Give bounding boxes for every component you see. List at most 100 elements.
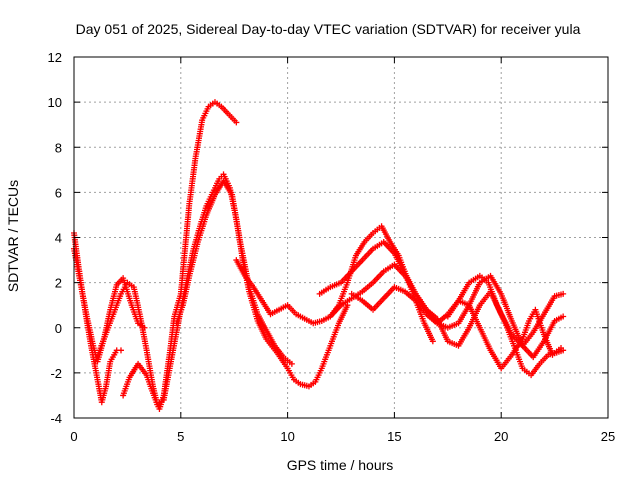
data-track-markers [251, 286, 264, 302]
data-series [71, 229, 124, 406]
data-track-markers [414, 299, 428, 316]
data-track-markers [313, 367, 324, 383]
data-track-markers [328, 322, 341, 347]
data-track-markers [299, 381, 310, 389]
data-track-markers [131, 286, 143, 318]
data-track-markers [425, 308, 439, 321]
data-track-markers [207, 100, 216, 109]
data-track-markers [136, 362, 149, 377]
data-track-markers [255, 320, 269, 340]
y-tick-label: 10 [48, 95, 62, 110]
data-track-markers [273, 344, 285, 359]
data-track-markers [435, 312, 449, 325]
data-point [117, 347, 124, 354]
data-track-markers [555, 348, 564, 355]
data-track-markers [403, 274, 418, 295]
data-track-markers [221, 180, 234, 196]
data-track-markers [93, 338, 106, 363]
data-track-markers [422, 322, 435, 343]
data-track-markers [107, 284, 120, 311]
y-tick-label: 4 [55, 231, 62, 246]
data-track-markers [119, 281, 130, 295]
data-track-markers [457, 298, 470, 308]
data-track-markers [186, 241, 201, 277]
data-track-markers [479, 274, 490, 284]
data-track-markers [77, 281, 90, 318]
data-track-markers [339, 270, 354, 284]
data-track-markers [372, 224, 383, 235]
data-track-markers [293, 378, 302, 386]
data-track-markers [521, 331, 535, 347]
data-track-markers [286, 304, 298, 316]
data-track-markers [110, 293, 124, 318]
data-track-markers [174, 304, 186, 324]
data-track-markers [511, 345, 525, 370]
data-track-markers [126, 281, 135, 289]
data-track-markers [521, 367, 532, 377]
data-track-markers [178, 248, 188, 295]
data-track-markers [319, 345, 333, 370]
chart-title: Day 051 of 2025, Sidereal Day-to-day VTE… [76, 21, 581, 37]
data-track-markers [275, 351, 290, 370]
y-tick-label: 2 [55, 276, 62, 291]
data-series [444, 272, 567, 379]
data-track-markers [538, 353, 550, 365]
data-track-markers [108, 349, 119, 363]
data-series [327, 261, 567, 349]
data-track-markers [308, 380, 317, 388]
data-track-markers [499, 293, 515, 322]
x-tick-label: 10 [280, 429, 294, 444]
x-tick-label: 15 [387, 429, 401, 444]
data-track-markers [354, 240, 367, 257]
data-track-markers [144, 374, 156, 394]
x-tick-label: 5 [177, 429, 184, 444]
data-track-markers [229, 193, 244, 245]
data-track-markers [115, 276, 125, 287]
data-track-markers [446, 299, 461, 318]
data-track-markers [350, 292, 364, 303]
data-track-markers [340, 296, 353, 307]
data-track-markers [350, 258, 364, 273]
data-track-markers [392, 263, 407, 278]
data-series [120, 171, 351, 408]
data-track-markers [520, 320, 532, 340]
data-track-markers [456, 326, 471, 347]
data-track-markers [182, 202, 193, 250]
data-track-markers [553, 314, 564, 323]
data-track-markers [278, 303, 289, 312]
data-track-markers [446, 321, 460, 330]
data-track-markers [264, 329, 277, 347]
data-track-markers [371, 270, 386, 284]
data-track-markers [361, 299, 375, 312]
data-track-markers [425, 312, 439, 325]
data-track-markers [285, 367, 296, 381]
data-track-markers [120, 376, 132, 397]
data-track-markers [312, 318, 323, 326]
x-axis-label: GPS time / hours [287, 457, 394, 473]
data-track-markers [320, 314, 332, 323]
data-track-markers [477, 326, 493, 352]
data-track-markers [92, 367, 103, 392]
y-tick-label: 0 [55, 321, 62, 336]
data-track-markers [193, 119, 205, 157]
data-track-markers [547, 350, 558, 358]
data-track-markers [553, 291, 564, 299]
data-track-markers [295, 312, 306, 321]
data-track-markers [382, 240, 396, 255]
data-track-markers [186, 155, 199, 205]
data-track-markers [210, 178, 222, 194]
data-track-markers [363, 231, 375, 244]
tick-layer: 0 5 10 15 20 25 -4 -2 0 2 4 6 8 10 12 [48, 50, 616, 444]
data-track-markers [529, 362, 542, 377]
data-track-markers [137, 321, 146, 330]
data-track-markers [486, 281, 500, 306]
data-track-markers [371, 297, 386, 312]
data-series [173, 178, 295, 367]
data-layer [71, 99, 567, 412]
data-track-markers [204, 191, 215, 207]
data-track-markers [150, 392, 160, 406]
data-track-markers [255, 313, 269, 331]
data-track-markers [336, 281, 350, 306]
data-track-markers [531, 340, 546, 359]
data-track-markers [467, 281, 482, 307]
